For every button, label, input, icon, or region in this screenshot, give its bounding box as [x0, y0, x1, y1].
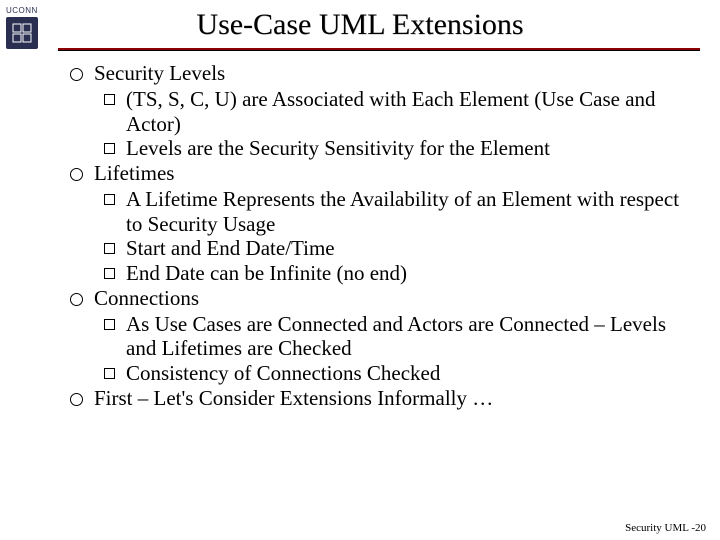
- sub-item: As Use Cases are Connected and Actors ar…: [70, 312, 690, 362]
- sub-item: End Date can be Infinite (no end): [70, 261, 690, 286]
- bullet-item: First – Let's Consider Extensions Inform…: [70, 386, 690, 411]
- sub-item: (TS, S, C, U) are Associated with Each E…: [70, 87, 690, 137]
- logo-label: UCONN: [6, 6, 50, 15]
- sub-item: Consistency of Connections Checked: [70, 361, 690, 386]
- sub-item: Levels are the Security Sensitivity for …: [70, 136, 690, 161]
- sub-item: Start and End Date/Time: [70, 236, 690, 261]
- page-title: Use-Case UML Extensions: [0, 0, 720, 42]
- bullet-item: Connections: [70, 286, 690, 311]
- slide-content: Security Levels (TS, S, C, U) are Associ…: [0, 51, 720, 411]
- logo-icon: [6, 17, 38, 49]
- bullet-item: Lifetimes: [70, 161, 690, 186]
- footer-text: Security UML -20: [625, 522, 706, 534]
- bullet-item: Security Levels: [70, 61, 690, 86]
- logo-block: UCONN: [6, 6, 50, 49]
- sub-item: A Lifetime Represents the Availability o…: [70, 187, 690, 237]
